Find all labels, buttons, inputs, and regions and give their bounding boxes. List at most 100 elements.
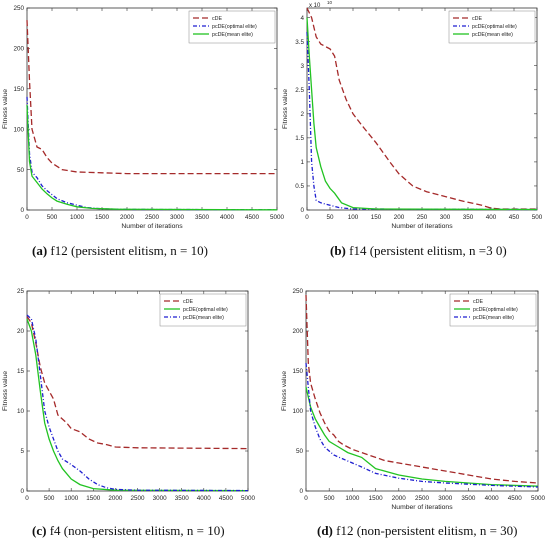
series-line-1 — [26, 318, 249, 492]
caption-c: (c) f4 (non-persistent elitism, n = 10) — [32, 523, 225, 538]
y-axis-label: Fitness value — [282, 89, 289, 129]
x-tick-label: 500 — [47, 214, 58, 221]
x-tick-label: 2000 — [108, 495, 123, 502]
legend-box — [188, 10, 276, 44]
y-tick-label: 2 — [300, 111, 304, 118]
x-axis-label: Number of iterations — [391, 504, 453, 511]
legend-box — [159, 293, 247, 327]
x-tick-label: 0 — [305, 214, 309, 221]
y-tick-label: 4 — [300, 15, 304, 22]
y-tick-label: 25 — [17, 288, 25, 295]
x-tick-label: 4500 — [508, 495, 523, 502]
legend-entry: pcDE(mean elite) — [472, 32, 513, 38]
legend-entry: cDE — [212, 16, 222, 22]
legend-box — [449, 293, 537, 327]
x-tick-label: 50 — [326, 214, 334, 221]
caption-b: (b) f14 (persistent elitism, n =3 0) — [330, 243, 507, 258]
y-tick-label: 20 — [17, 328, 25, 335]
legend-entry: pcDE(optimal elite) — [473, 307, 518, 313]
legend-entry: cDE — [183, 299, 193, 305]
y-tick-label: 50 — [17, 167, 25, 174]
x-tick-label: 4500 — [219, 495, 234, 502]
series-line-2 — [26, 314, 249, 492]
caption-d: (d) f12 (non-persistent elitism, n = 30) — [317, 523, 518, 538]
x-tick-label: 3500 — [175, 495, 190, 502]
x-tick-label: 4500 — [245, 214, 260, 221]
y-tick-label: 200 — [292, 328, 303, 335]
x-tick-label: 1500 — [95, 214, 110, 221]
x-tick-label: 4000 — [485, 495, 500, 502]
x-tick-label: 3000 — [153, 495, 168, 502]
x-tick-label: 500 — [532, 214, 543, 221]
x-tick-label: 400 — [486, 214, 497, 221]
y-axis-label: Fitness value — [2, 89, 9, 129]
x-tick-label: 100 — [348, 214, 359, 221]
y-axis-label: Fitness value — [2, 371, 9, 411]
chart-2: 0 500 1000 1500 2000 2500 3000 3500 4000 4500 5000… — [2, 288, 255, 502]
y-tick-label: 100 — [292, 408, 303, 415]
series-line-0 — [26, 20, 277, 175]
x-tick-label: 0 — [304, 495, 308, 502]
y-tick-label: 0 — [299, 488, 303, 495]
x-tick-label: 0 — [25, 495, 29, 502]
y-tick-label: 250 — [13, 5, 24, 12]
legend-entry: pcDE(mean elite) — [212, 32, 253, 38]
y-tick-label: 3 — [300, 63, 304, 70]
legend-box — [448, 10, 536, 44]
x-tick-label: 2500 — [145, 214, 160, 221]
y-tick-label: 150 — [13, 86, 24, 93]
legend-entry: pcDE(mean elite) — [183, 315, 224, 321]
y-tick-label: 150 — [292, 368, 303, 375]
y-tick-label: 10 — [17, 408, 25, 415]
series-line-1 — [305, 386, 539, 487]
y-tick-label: 1.5 — [295, 135, 304, 142]
series-line-0 — [26, 316, 249, 450]
x-tick-label: 150 — [371, 214, 382, 221]
x-tick-label: 5000 — [270, 214, 285, 221]
y-tick-label: 2.5 — [295, 87, 304, 94]
x-tick-label: 300 — [440, 214, 451, 221]
series-line-0 — [306, 7, 537, 210]
legend-entry: pcDE(optimal elite) — [472, 24, 517, 30]
legend-entry: pcDE(optimal elite) — [212, 24, 257, 30]
x-tick-label: 200 — [394, 214, 405, 221]
x-tick-label: 4000 — [197, 495, 212, 502]
chart-3: 0 500 1000 1500 2000 2500 3000 3500 4000 4500 5000… — [281, 288, 545, 511]
x-tick-label: 3000 — [438, 495, 453, 502]
y-axis-label: Fitness value — [281, 371, 288, 411]
y-tick-label: 0 — [20, 207, 24, 214]
x-axis-label: Number of iterations — [121, 223, 183, 230]
series-line-2 — [305, 362, 539, 488]
y-tick-label: 3.5 — [295, 39, 304, 46]
y-tick-label: 0 — [20, 488, 24, 495]
legend-entry: cDE — [472, 16, 482, 22]
legend-entry: pcDE(optimal elite) — [183, 307, 228, 313]
x-tick-label: 1500 — [369, 495, 384, 502]
x-tick-label: 350 — [463, 214, 474, 221]
y-tick-label: 250 — [292, 288, 303, 295]
y-tick-label: 5 — [20, 448, 24, 455]
x-axis-label: Number of iterations — [391, 223, 453, 230]
x-tick-label: 1000 — [70, 214, 85, 221]
y-tick-label: 50 — [296, 448, 304, 455]
x-tick-label: 500 — [44, 495, 55, 502]
y-tick-label: 0.5 — [295, 183, 304, 190]
chart-1: 0 50 100 150 200 250 300 350 400 450 500 0 0.5 1 1.5 2 2… — [282, 0, 543, 230]
y-tick-label: 0 — [300, 207, 304, 214]
x-tick-label: 1000 — [64, 495, 79, 502]
legend-entry: cDE — [473, 299, 483, 305]
y-tick-label: 1 — [300, 159, 304, 166]
axis-exponent: x 10 — [309, 3, 321, 9]
x-tick-label: 2000 — [120, 214, 135, 221]
x-tick-label: 5000 — [531, 495, 546, 502]
x-tick-label: 2500 — [130, 495, 145, 502]
x-tick-label: 1500 — [86, 495, 101, 502]
x-tick-label: 2500 — [415, 495, 430, 502]
x-tick-label: 3500 — [461, 495, 476, 502]
x-tick-label: 2000 — [392, 495, 407, 502]
x-tick-label: 4000 — [220, 214, 235, 221]
legend-entry: pcDE(mean elite) — [473, 315, 514, 321]
y-tick-label: 15 — [17, 368, 25, 375]
axis-exponent-power: 10 — [327, 0, 333, 5]
